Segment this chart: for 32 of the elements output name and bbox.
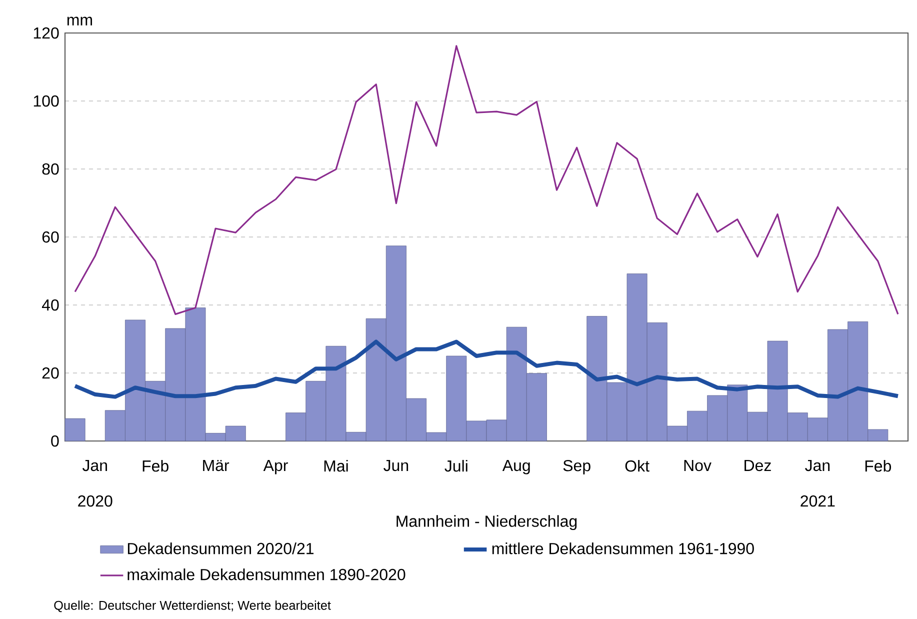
x-tick-label: Sep	[563, 460, 590, 474]
x-tick-label: Dez	[744, 460, 771, 472]
text: 2020	[78, 495, 112, 507]
text: 2021	[800, 495, 835, 507]
line-series	[74, 45, 899, 315]
legend-label: mittlere Dekadensummen 1961-1990	[492, 542, 754, 554]
x-tick-label: Okt	[625, 460, 650, 472]
x-tick-label: Feb	[865, 460, 892, 472]
x-tick-label: Juli	[444, 460, 468, 472]
legend-label: Dekadensummen 2020/21	[128, 542, 314, 554]
text: Mannheim - Niederschlag	[396, 515, 577, 530]
x-tick-label: Jun	[384, 460, 408, 472]
legend-label: maximale Dekadensummen 1890-2020	[128, 568, 406, 580]
x-tick-label: Mär	[203, 460, 230, 472]
y-tick-label: 80	[42, 163, 59, 175]
x-tick-label: Feb	[142, 460, 168, 472]
x-tick-label: Jan	[82, 460, 107, 472]
y-tick-label: 20	[42, 367, 59, 379]
x-tick-label: Nov	[684, 460, 712, 472]
x-tick-label: Jan	[805, 460, 830, 472]
line-series	[73, 340, 900, 399]
y-axis-title: mm	[67, 16, 92, 26]
x-tick-label: Aug	[502, 460, 530, 474]
y-tick-label: 40	[42, 299, 59, 311]
y-tick-label: 60	[42, 231, 59, 243]
y-tick-label: 0	[51, 435, 59, 447]
source-note: Quelle: Deutscher Wetterdienst; Werte bearbeitet	[54, 600, 331, 612]
x-tick-label: Apr	[263, 460, 288, 474]
bar	[64, 418, 86, 442]
y-tick-label: 100	[34, 95, 59, 107]
y-tick-label: 120	[34, 27, 59, 39]
x-tick-label: Mai	[324, 460, 348, 472]
